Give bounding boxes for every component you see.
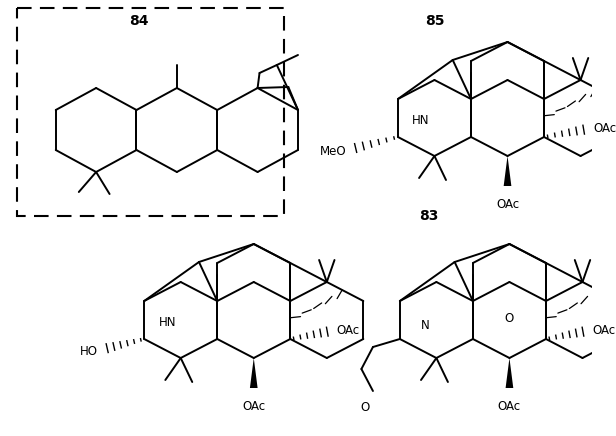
Text: OAc: OAc xyxy=(242,400,265,413)
Text: N: N xyxy=(421,319,429,331)
Text: OAc: OAc xyxy=(336,324,360,337)
Text: 85: 85 xyxy=(426,14,445,28)
Text: 83: 83 xyxy=(419,209,439,223)
Polygon shape xyxy=(250,358,257,388)
Text: OAc: OAc xyxy=(496,198,519,211)
Text: HN: HN xyxy=(412,113,430,126)
Text: O: O xyxy=(505,311,514,324)
Text: HN: HN xyxy=(158,316,176,328)
Polygon shape xyxy=(504,156,511,186)
Text: OAc: OAc xyxy=(593,122,616,134)
Polygon shape xyxy=(506,358,513,388)
Bar xyxy=(17,8,283,216)
Text: HO: HO xyxy=(80,344,98,358)
Text: O: O xyxy=(360,401,370,414)
Text: OAc: OAc xyxy=(498,400,521,413)
Text: 84: 84 xyxy=(129,14,149,28)
Text: OAc: OAc xyxy=(592,324,615,337)
Text: MeO: MeO xyxy=(320,144,346,157)
